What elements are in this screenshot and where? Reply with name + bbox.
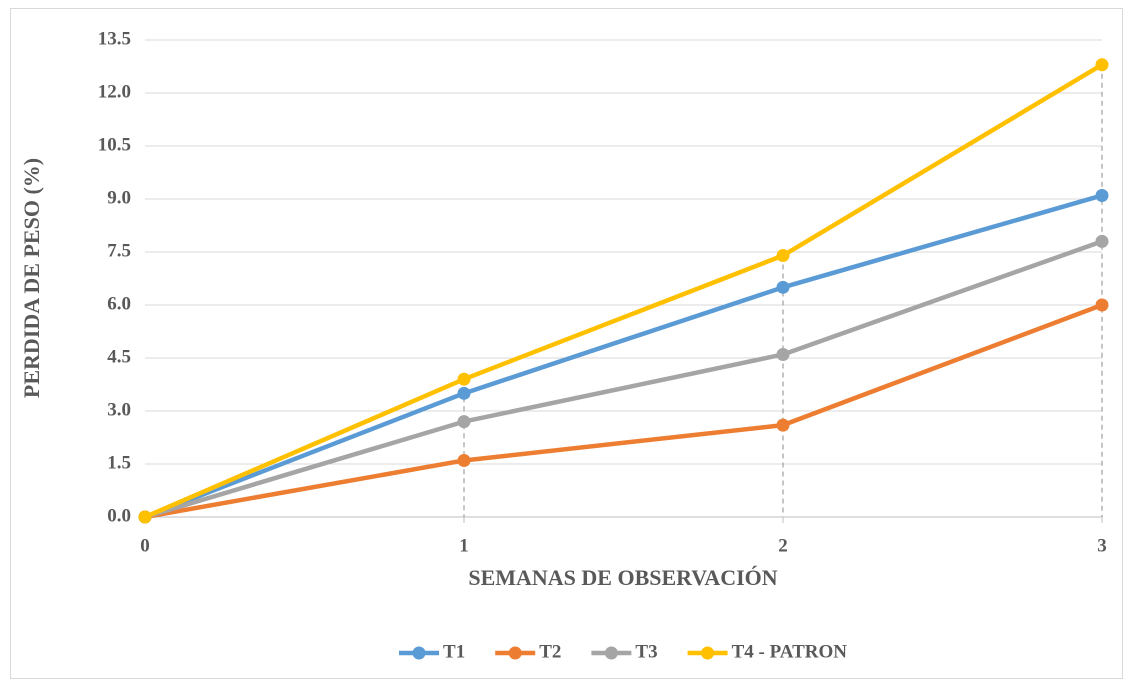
y-tick-label: 13.5 (98, 28, 131, 49)
marker (776, 249, 790, 263)
marker (776, 347, 790, 361)
x-tick-label: 1 (459, 535, 469, 556)
y-tick-label: 7.5 (107, 240, 131, 261)
y-tick-label: 1.5 (107, 452, 131, 473)
series-line (144, 302, 1103, 520)
x-tick-label: 2 (778, 535, 788, 556)
chart-border (10, 8, 1123, 679)
series-line (144, 239, 1103, 520)
legend: T1 T2 T3 T4 - PATRON (399, 641, 847, 662)
y-tick-label: 10.5 (98, 134, 131, 155)
marker (457, 415, 471, 429)
marker (776, 280, 790, 294)
marker (1095, 234, 1109, 248)
marker (457, 372, 471, 386)
series-line (144, 62, 1104, 520)
y-tick-label: 4.5 (107, 346, 131, 367)
x-tick-label: 3 (1097, 535, 1107, 556)
marker (1095, 58, 1109, 72)
legend-label: T3 (635, 641, 657, 662)
legend-marker (701, 646, 715, 660)
marker (457, 453, 471, 467)
marker (1095, 188, 1109, 202)
legend-marker (412, 646, 426, 660)
x-axis-title: SEMANAS DE OBSERVACIÓN (468, 565, 777, 590)
legend-marker (508, 646, 522, 660)
y-tick-label: 3.0 (107, 399, 131, 420)
y-tick-label: 9.0 (107, 187, 131, 208)
y-tick-label: 6.0 (107, 293, 131, 314)
marker (1095, 298, 1109, 312)
marker (138, 510, 152, 524)
y-tick-label: 0.0 (107, 505, 131, 526)
y-tick-label: 12.0 (98, 81, 131, 102)
legend-label: T4 - PATRON (732, 641, 848, 662)
y-axis-title: PERDIDA DE PESO (%) (19, 158, 44, 398)
legend-label: T2 (539, 641, 561, 662)
series-line (144, 193, 1103, 520)
marker (776, 418, 790, 432)
x-tick-label: 0 (140, 535, 150, 556)
legend-marker (604, 646, 618, 660)
legend-label: T1 (443, 641, 465, 662)
marker (457, 386, 471, 400)
